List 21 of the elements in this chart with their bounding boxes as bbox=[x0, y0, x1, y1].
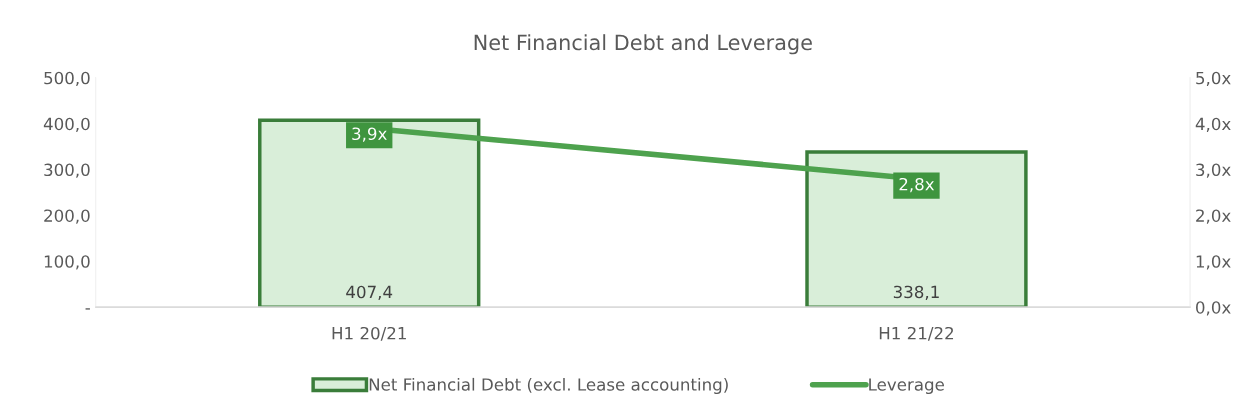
data-label: 407,4 bbox=[346, 285, 393, 300]
y2-tick-label: 1,0x bbox=[1196, 255, 1231, 270]
y2-tick-label: 5,0x bbox=[1196, 71, 1231, 87]
y-tick-label: 100,0 bbox=[44, 255, 90, 270]
legend-label: Leverage bbox=[869, 378, 944, 395]
y-tick-label: 500,0 bbox=[44, 71, 90, 87]
y2-tick-label: 3,0x bbox=[1196, 163, 1231, 178]
y-tick-label: 300,0 bbox=[44, 163, 90, 178]
data-label: 3,9x bbox=[352, 127, 387, 142]
x-tick-label: H1 20/21 bbox=[332, 326, 406, 341]
y-tick-label: 200,0 bbox=[44, 209, 90, 224]
x-tick-label: H1 21/22 bbox=[879, 326, 954, 341]
data-label: 2,8x bbox=[899, 177, 935, 193]
y-tick-label: 400,0 bbox=[43, 117, 90, 132]
y2-tick-label: 4,0x bbox=[1195, 117, 1231, 132]
y2-tick-label: 0,0x bbox=[1196, 301, 1231, 316]
chart-title: Net Financial Debt and Leverage bbox=[474, 34, 812, 55]
y-tick-label: - bbox=[85, 308, 90, 310]
y2-tick-label: 2,0x bbox=[1196, 209, 1231, 224]
legend-label: Net Financial Debt (excl. Lease accounting) bbox=[369, 377, 728, 395]
data-label: 338,1 bbox=[893, 285, 939, 300]
